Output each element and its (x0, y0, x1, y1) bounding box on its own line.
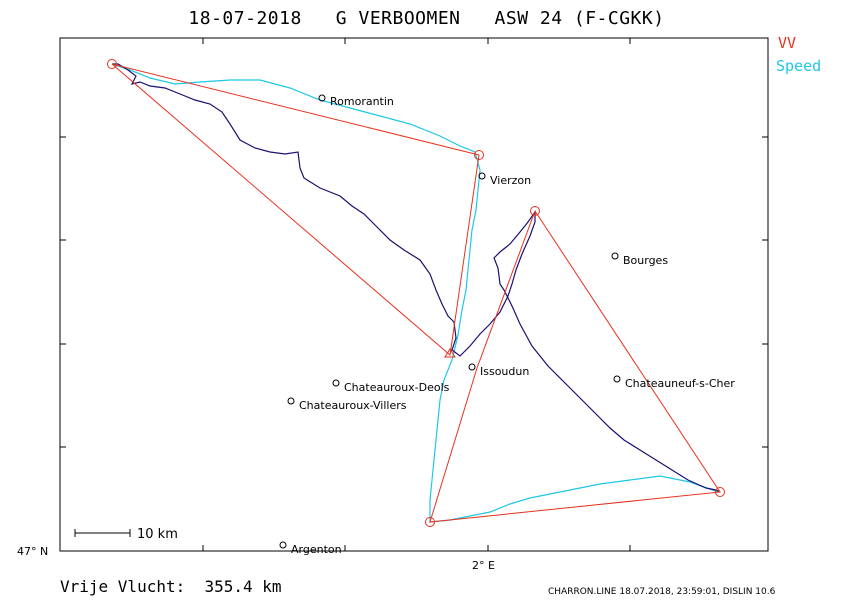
legend-speed: Speed (776, 57, 822, 75)
bottom-axis-ticks (202, 38, 631, 551)
svg-text:Issoudun: Issoudun (480, 365, 529, 378)
flight-track (112, 63, 721, 493)
city-vierzon: Vierzon (478, 172, 531, 187)
city-argenton: Argenton (279, 541, 342, 556)
map-frame (59, 37, 769, 552)
file-info: CHARRON.LINE 18.07.2018, 23:59:01, DISLI… (548, 587, 776, 597)
task-line (111, 63, 480, 356)
svg-text:Chateauneuf-s-Cher: Chateauneuf-s-Cher (625, 377, 735, 390)
turnpoint-1 (107, 59, 117, 69)
svg-text:Chateauroux-Villers: Chateauroux-Villers (299, 399, 407, 412)
x-axis-label: 2° E (472, 559, 495, 572)
scale-bar: 10 km (74, 527, 178, 542)
start-triangle (444, 348, 456, 358)
left-axis-ticks (60, 136, 768, 448)
svg-text:Vierzon: Vierzon (490, 174, 531, 187)
turnpoint-2 (474, 150, 484, 160)
svg-text:Chateauroux-Deols: Chateauroux-Deols (344, 381, 450, 394)
city-chateauroux-villers: Chateauroux-Villers (287, 397, 407, 412)
turnpoint-3 (530, 206, 540, 216)
legend-vv: VV (778, 34, 797, 52)
svg-text:Bourges: Bourges (623, 254, 668, 267)
task-line-2 (429, 210, 721, 523)
y-axis-label: 47° N (17, 545, 48, 558)
turnpoint-5 (425, 517, 435, 527)
city-chateauroux-deols: Chateauroux-Deols (332, 379, 450, 394)
city-issoudun: Issoudun (468, 363, 529, 378)
svg-text:Romorantin: Romorantin (330, 95, 394, 108)
city-chateauneuf: Chateauneuf-s-Cher (613, 375, 735, 390)
scale-bar-label: 10 km (137, 527, 178, 542)
city-bourges: Bourges (611, 252, 668, 267)
turnpoint-4 (715, 487, 725, 497)
turnpoints (107, 59, 725, 527)
city-romorantin: Romorantin (318, 94, 394, 108)
chart-title: 18-07-2018 G VERBOOMEN ASW 24 (F-CGKK) (188, 8, 665, 29)
svg-text:Argenton: Argenton (291, 543, 342, 556)
speed-track (111, 63, 719, 523)
distance-summary: Vrije Vlucht: 355.4 km (60, 577, 282, 596)
